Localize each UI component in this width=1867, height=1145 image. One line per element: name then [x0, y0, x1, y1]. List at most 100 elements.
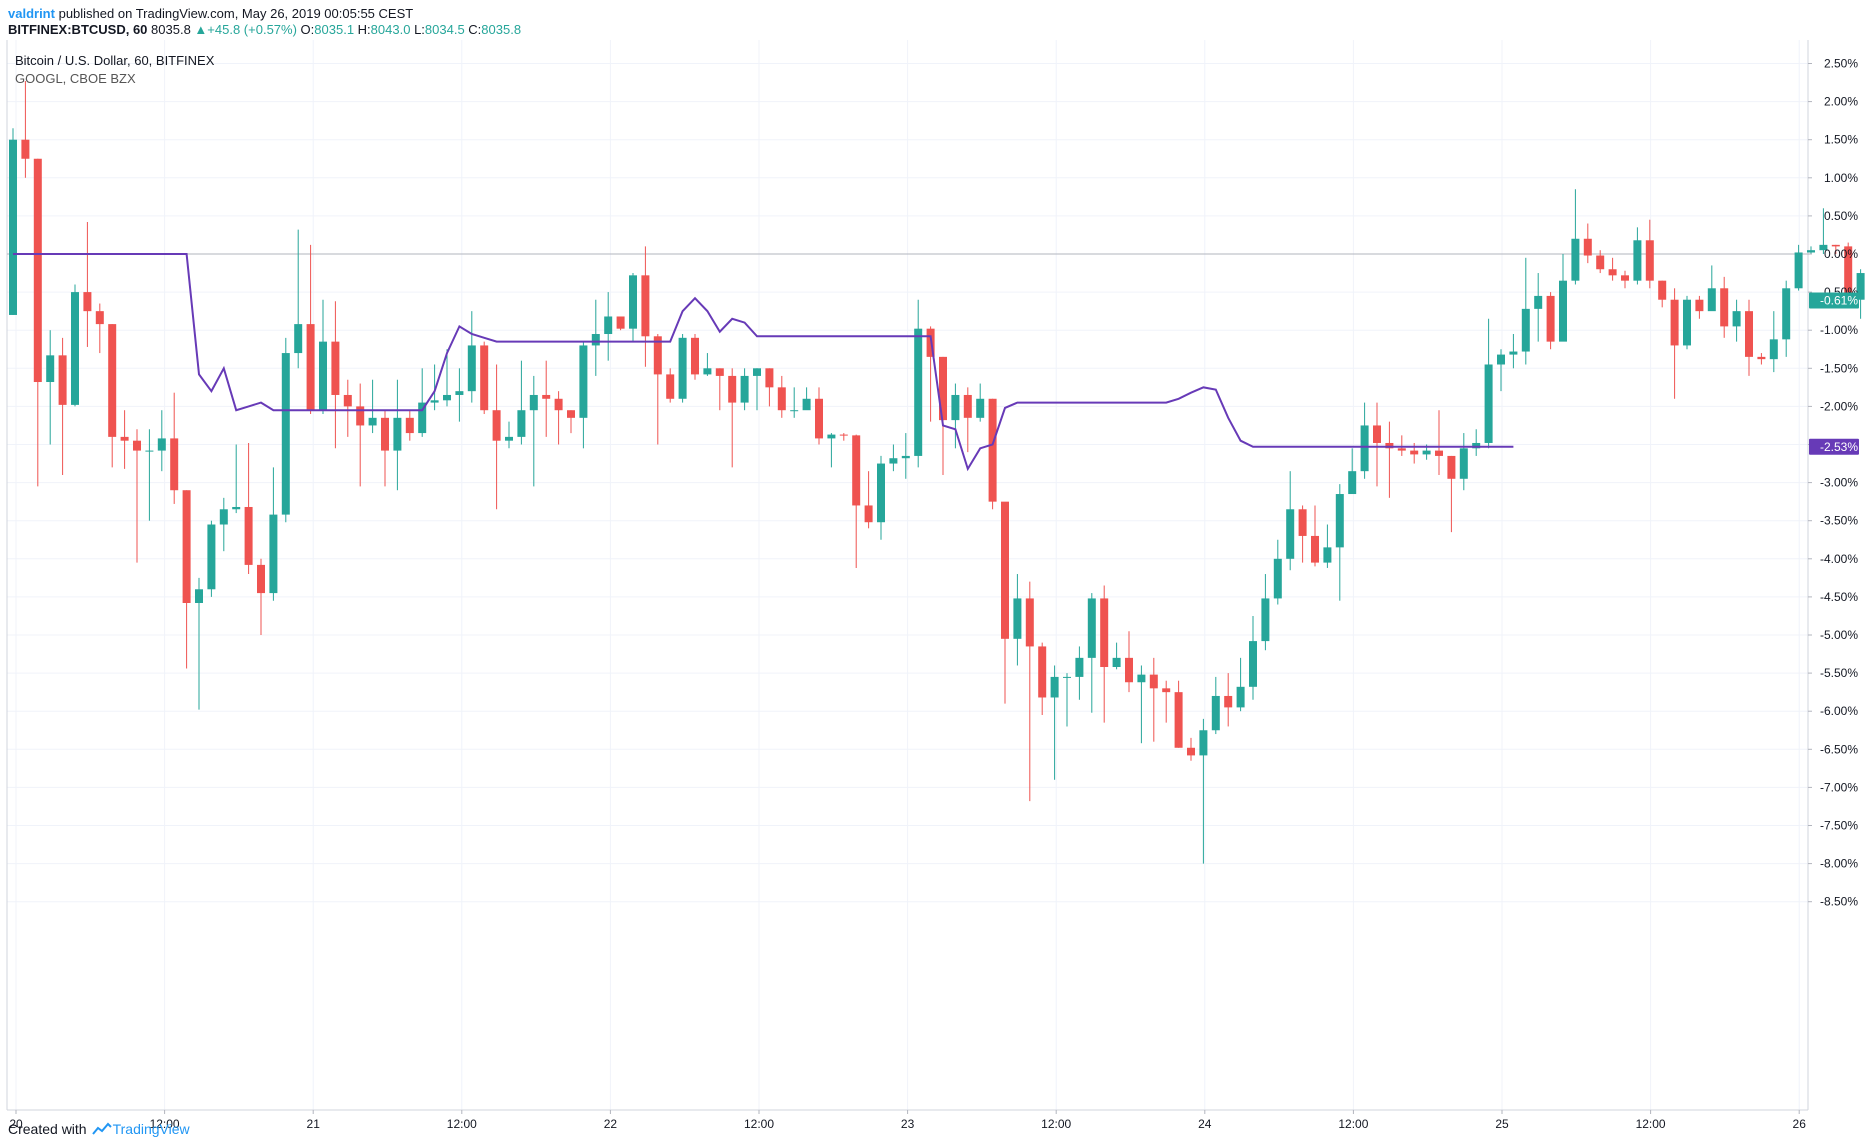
candle-down [777, 387, 786, 411]
candle-up [1497, 354, 1505, 365]
x-tick-label: 12:00 [1636, 1117, 1666, 1131]
candle-down [1311, 535, 1319, 563]
last-value-labels: -0.61% -2.53% [1809, 292, 1859, 455]
price-change: +45.8 (+0.57%) [207, 22, 297, 37]
candle-down [616, 316, 625, 329]
candle-up [1063, 676, 1071, 678]
candle-down [244, 506, 253, 565]
open-value: 8035.1 [314, 22, 355, 37]
candle-down [765, 368, 774, 388]
candle-down [381, 417, 389, 451]
candle-up [1819, 244, 1828, 251]
y-tick-label: 2.00% [1824, 95, 1858, 109]
tradingview-logo[interactable]: TradingView [91, 1121, 190, 1137]
candle-up [827, 434, 836, 439]
candle-down [1608, 269, 1617, 276]
low-value: 8034.5 [424, 22, 465, 37]
candle-up [1286, 509, 1295, 559]
y-tick-label: -1.00% [1820, 323, 1858, 337]
candle-up [430, 400, 439, 403]
candle-up [1521, 308, 1530, 352]
candle-down [83, 292, 92, 312]
candles-layer [9, 81, 1865, 864]
x-tick-label: 26 [1793, 1117, 1807, 1131]
candle-up [269, 514, 278, 594]
candle-up [1199, 730, 1208, 756]
candle-up [71, 292, 79, 405]
y-tick-label: -6.00% [1820, 704, 1858, 718]
candle-up [517, 410, 526, 437]
candle-down [864, 505, 873, 523]
symbol-ohlc-bar: BITFINEX:BTCUSD, 60 8035.8 ▲+45.8 (+0.57… [8, 22, 521, 37]
candle-down [1670, 299, 1679, 346]
chart-grid [7, 40, 1808, 1110]
y-tick-label: -8.50% [1820, 895, 1858, 909]
candle-down [1385, 442, 1394, 449]
y-tick-label: -7.00% [1820, 780, 1858, 794]
candle-up [393, 417, 402, 451]
candle-down [1149, 674, 1158, 689]
candle-up [281, 353, 290, 515]
candle-down [1224, 695, 1233, 708]
candle-down [1720, 288, 1729, 327]
candle-up [1087, 598, 1096, 658]
y-tick-label: -8.00% [1820, 857, 1858, 871]
candle-up [1707, 288, 1716, 312]
candle-up [1484, 364, 1493, 443]
y-tick-label: 1.00% [1824, 171, 1858, 185]
candle-up [591, 334, 600, 346]
candle-up [157, 438, 166, 451]
y-tick-label: 1.50% [1824, 133, 1858, 147]
y-tick-label: -4.00% [1820, 552, 1858, 566]
candle-up [1348, 471, 1357, 495]
candle-down [1583, 238, 1592, 256]
y-tick-label: -2.00% [1820, 399, 1858, 413]
candle-down [120, 436, 129, 441]
candle-up [1782, 288, 1791, 340]
candle-down [257, 564, 265, 594]
candle-down [405, 417, 414, 434]
candle-down [653, 336, 662, 375]
candle-up [740, 375, 749, 403]
candle-down [988, 398, 997, 502]
y-tick-label: -6.50% [1820, 742, 1858, 756]
candle-up [790, 410, 799, 412]
low-label: L: [414, 22, 425, 37]
candle-up [1360, 425, 1369, 472]
candle-up [1534, 295, 1543, 309]
time-axis: 20 12:00 21 12:00 22 12:00 23 12:00 24 12:00 25 12:… [9, 1110, 1806, 1131]
candle-up [145, 450, 154, 452]
candle-down [1757, 356, 1766, 360]
candle-up [9, 139, 17, 315]
author-name[interactable]: valdrint [8, 6, 55, 21]
candle-up [1273, 558, 1282, 599]
open-label: O: [300, 22, 315, 37]
x-tick-label: 22 [604, 1117, 618, 1131]
last-value-tag [1809, 292, 1859, 309]
last-price: 8035.8 [151, 22, 191, 37]
candle-down [1410, 450, 1419, 455]
candle-down [480, 345, 489, 411]
candle-up [1683, 299, 1691, 346]
candle-down [182, 490, 191, 603]
candle-down [1546, 295, 1555, 342]
candle-down [1397, 448, 1406, 451]
x-tick-label: 23 [901, 1117, 915, 1131]
candle-up [467, 345, 476, 392]
candle-up [1633, 240, 1642, 281]
last-value-tag [1809, 438, 1859, 455]
candle-down [1695, 299, 1704, 312]
candle-down [331, 341, 340, 395]
last-value-text: -2.53% [1820, 440, 1858, 454]
candle-up [207, 524, 216, 590]
candle-down [170, 438, 179, 491]
candle-down [95, 311, 104, 325]
x-tick-label: 12:00 [1041, 1117, 1071, 1131]
candle-down [1038, 646, 1047, 698]
candle-up [877, 463, 885, 523]
candle-down [554, 398, 563, 411]
y-tick-label: 0.50% [1824, 209, 1858, 223]
candle-down [343, 394, 352, 407]
candle-up [294, 324, 303, 354]
